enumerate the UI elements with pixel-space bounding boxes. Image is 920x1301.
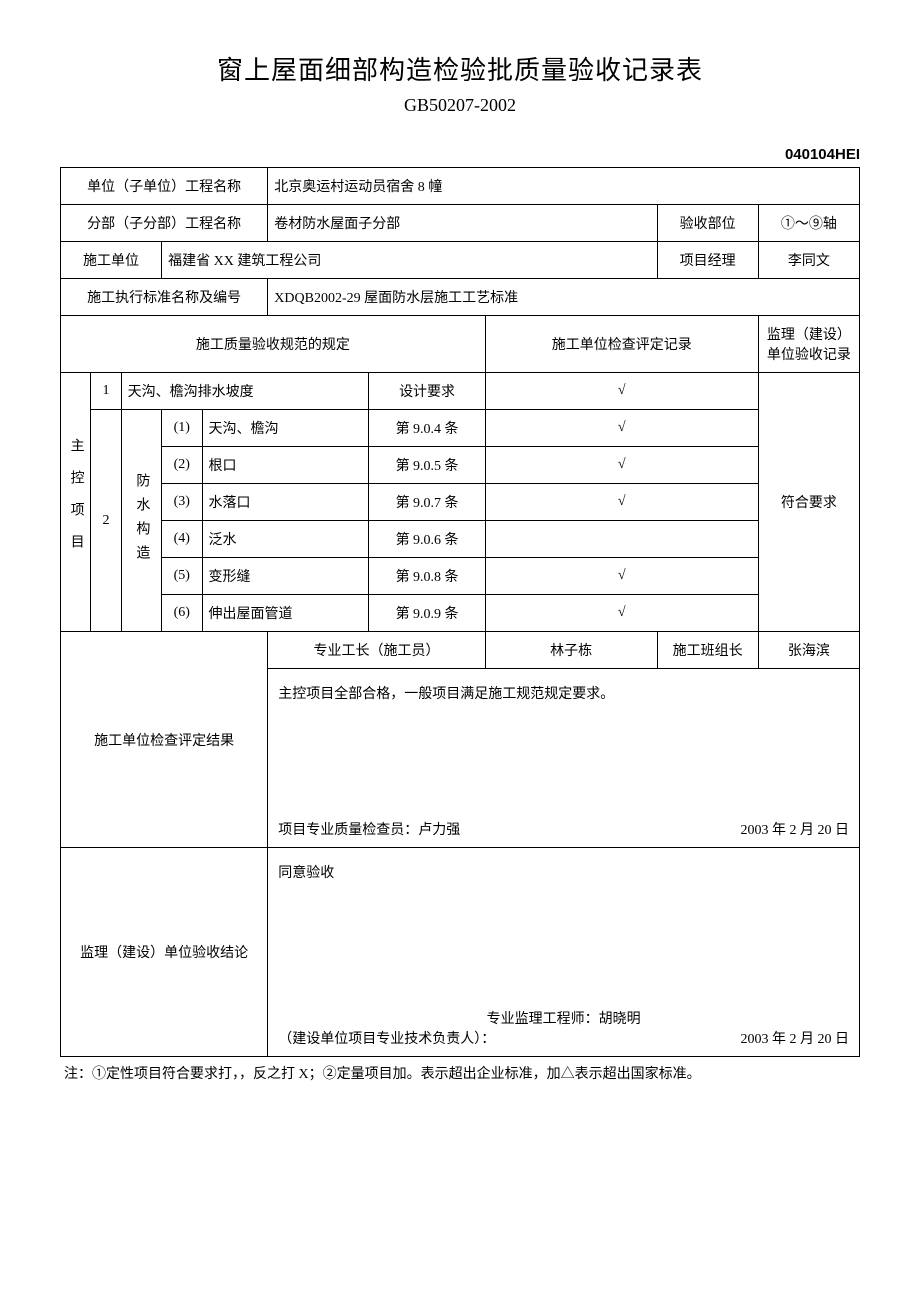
pm-value: 李同文 <box>758 242 859 279</box>
spec-header: 施工质量验收规范的规定 <box>61 316 486 373</box>
row2-group: 防水构造 <box>121 410 161 632</box>
item-0-no: (1) <box>162 410 202 447</box>
doc-code: 040104HEI <box>60 146 860 163</box>
row1-ref: 设计要求 <box>369 373 485 410</box>
item-5-ref: 第 9.0.9 条 <box>369 595 485 632</box>
item-0-check: √ <box>485 410 758 447</box>
supervision-result: 符合要求 <box>758 373 859 632</box>
contractor-value: 福建省 XX 建筑工程公司 <box>162 242 658 279</box>
conclusion2-eng: 专业监理工程师：胡晓明 <box>278 1008 849 1028</box>
main-group-label: 主控项目 <box>61 373 91 632</box>
item-4-no: (5) <box>162 558 202 595</box>
page-title: 窗上屋面细部构造检验批质量验收记录表 <box>60 50 860 87</box>
accept-part-label: 验收部位 <box>657 205 758 242</box>
foreman-label: 专业工长（施工员） <box>268 632 485 669</box>
row2-no: 2 <box>91 410 121 632</box>
main-table: 单位（子单位）工程名称 北京奥运村运动员宿舍 8 幢 分部（子分部）工程名称 卷… <box>60 167 860 1057</box>
unit-project-label: 单位（子单位）工程名称 <box>61 168 268 205</box>
conclusion2-owner: （建设单位项目专业技术负责人）： <box>278 1028 495 1048</box>
conclusion1-signer: 项目专业质量检查员：卢力强 <box>278 819 460 839</box>
item-2-check: √ <box>485 484 758 521</box>
pm-label: 项目经理 <box>657 242 758 279</box>
conclusion1-block: 主控项目全部合格，一般项目满足施工规范规定要求。 项目专业质量检查员：卢力强 2… <box>268 669 860 848</box>
item-3-name: 泛水 <box>202 521 369 558</box>
conclusion2-block: 同意验收 专业监理工程师：胡晓明 （建设单位项目专业技术负责人）： 2003 年… <box>268 848 860 1057</box>
item-4-check: √ <box>485 558 758 595</box>
sub-project-label: 分部（子分部）工程名称 <box>61 205 268 242</box>
item-3-check <box>485 521 758 558</box>
teamleader-value: 张海滨 <box>758 632 859 669</box>
item-4-ref: 第 9.0.8 条 <box>369 558 485 595</box>
item-1-name: 根口 <box>202 447 369 484</box>
item-1-ref: 第 9.0.5 条 <box>369 447 485 484</box>
foreman-value: 林子栋 <box>485 632 657 669</box>
item-3-ref: 第 9.0.6 条 <box>369 521 485 558</box>
selfcheck-header: 施工单位检查评定记录 <box>485 316 758 373</box>
item-2-no: (3) <box>162 484 202 521</box>
item-5-no: (6) <box>162 595 202 632</box>
item-5-name: 伸出屋面管道 <box>202 595 369 632</box>
page-subtitle: GB50207-2002 <box>60 95 860 116</box>
item-0-ref: 第 9.0.4 条 <box>369 410 485 447</box>
conclusion2-text: 同意验收 <box>278 862 849 882</box>
item-4-name: 变形缝 <box>202 558 369 595</box>
standard-value: XDQB2002-29 屋面防水层施工工艺标准 <box>268 279 860 316</box>
standard-label: 施工执行标准名称及编号 <box>61 279 268 316</box>
item-2-name: 水落口 <box>202 484 369 521</box>
accept-part-value: ①～⑨轴 <box>758 205 859 242</box>
conclusion2-date: 2003 年 2 月 20 日 <box>741 1028 850 1048</box>
footnote: 注：①定性项目符合要求打，，反之打 X；②定量项目加。表示超出企业标准，加△表示… <box>60 1063 860 1083</box>
conclusion1-label: 施工单位检查评定结果 <box>61 632 268 848</box>
contractor-label: 施工单位 <box>61 242 162 279</box>
item-3-no: (4) <box>162 521 202 558</box>
sub-project-value: 卷材防水屋面子分部 <box>268 205 657 242</box>
row1-item: 天沟、檐沟排水坡度 <box>121 373 369 410</box>
teamleader-label: 施工班组长 <box>657 632 758 669</box>
conclusion1-text: 主控项目全部合格，一般项目满足施工规范规定要求。 <box>278 683 849 703</box>
item-0-name: 天沟、檐沟 <box>202 410 369 447</box>
item-2-ref: 第 9.0.7 条 <box>369 484 485 521</box>
conclusion2-label: 监理（建设）单位验收结论 <box>61 848 268 1057</box>
conclusion1-date: 2003 年 2 月 20 日 <box>741 819 850 839</box>
row1-check: √ <box>485 373 758 410</box>
unit-project-value: 北京奥运村运动员宿舍 8 幢 <box>268 168 860 205</box>
item-5-check: √ <box>485 595 758 632</box>
row1-no: 1 <box>91 373 121 410</box>
item-1-no: (2) <box>162 447 202 484</box>
supervision-header: 监理（建设）单位验收记录 <box>758 316 859 373</box>
item-1-check: √ <box>485 447 758 484</box>
